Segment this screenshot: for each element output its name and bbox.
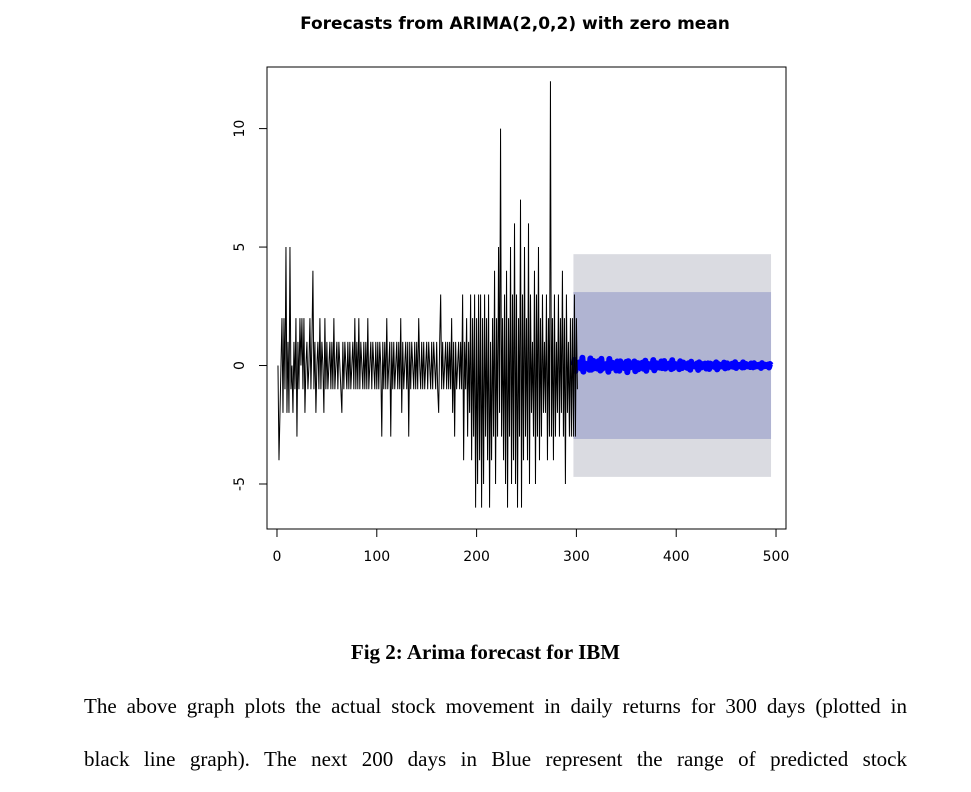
x-tick-label: 0 (273, 549, 282, 565)
chart-title: Forecasts from ARIMA(2,0,2) with zero me… (300, 14, 730, 34)
x-axis: 0 100 200 300 400 500 (273, 528, 790, 565)
y-tick-label: 0 (232, 361, 248, 370)
arima-forecast-chart: Forecasts from ARIMA(2,0,2) with zero me… (232, 14, 790, 565)
body-text-line-2: black line graph). The next 200 days in … (84, 747, 907, 771)
x-tick-label: 100 (363, 549, 390, 565)
y-tick-label: -5 (232, 477, 248, 491)
y-axis: -5 0 5 10 (232, 120, 268, 491)
body-text-line-1: The above graph plots the actual stock m… (84, 694, 907, 718)
y-tick-label: 10 (232, 120, 248, 138)
x-tick-label: 200 (463, 549, 490, 565)
x-tick-label: 500 (763, 549, 790, 565)
x-tick-label: 400 (663, 549, 690, 565)
y-tick-label: 5 (232, 243, 248, 252)
series-observed-line (277, 81, 578, 508)
figure-caption: Fig 2: Arima forecast for IBM (350, 640, 621, 664)
x-tick-label: 300 (563, 549, 590, 565)
series-group (277, 81, 774, 508)
series-point-forecast (570, 354, 774, 376)
